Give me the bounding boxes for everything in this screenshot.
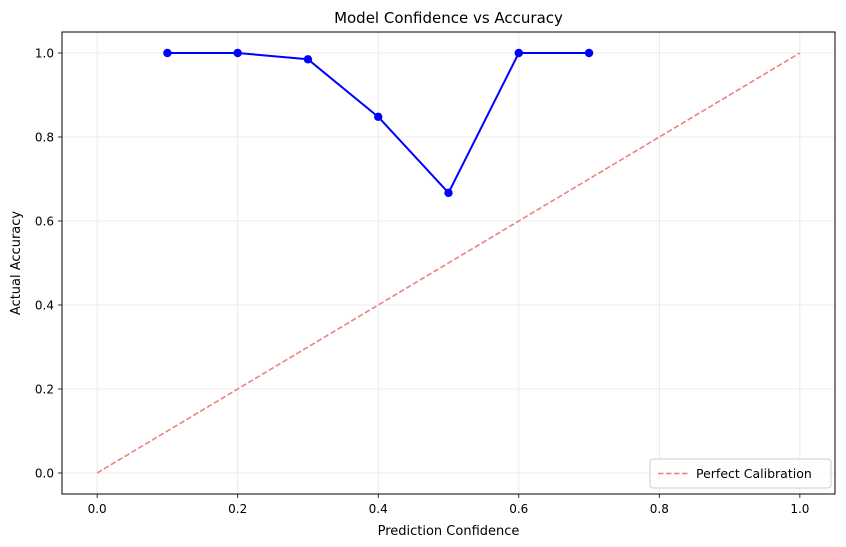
y-tick-label: 0.4 — [35, 299, 54, 313]
axis-ticks: 0.0 0.2 0.4 0.6 0.8 1.0 0.0 0.2 0.4 0.6 0.8 1.0 — [35, 47, 810, 517]
accuracy-point — [444, 188, 453, 198]
y-tick-label: 1.0 — [35, 47, 54, 61]
x-tick-label: 0.0 — [88, 502, 107, 516]
x-tick-label: 0.2 — [228, 502, 247, 516]
y-tick-label: 0.6 — [35, 215, 54, 229]
plot-series — [96, 48, 801, 474]
accuracy-point — [584, 48, 594, 58]
y-tick-label: 0.8 — [35, 131, 54, 145]
accuracy-point — [374, 112, 383, 122]
x-tick-label: 0.4 — [369, 502, 388, 516]
accuracy-point — [233, 48, 242, 58]
legend-box — [649, 458, 832, 489]
accuracy-point — [303, 55, 313, 64]
y-tick-label: 0.0 — [35, 467, 54, 481]
chart-title: Model Confidence vs Accuracy — [334, 9, 563, 27]
legend-label-perfect-calibration: Perfect Calibration — [696, 466, 812, 481]
y-tick-label: 0.2 — [35, 383, 54, 397]
plot-frame — [61, 31, 836, 495]
x-tick-label: 0.8 — [650, 502, 669, 516]
x-tick-label: 0.6 — [509, 502, 528, 516]
x-axis-title: Prediction Confidence — [378, 524, 520, 539]
y-axis-title: Actual Accuracy — [9, 211, 24, 316]
perfect-calibration-line — [96, 52, 801, 474]
x-tick-label: 1.0 — [790, 502, 809, 516]
accuracy-point — [514, 48, 523, 58]
accuracy-point — [163, 48, 172, 58]
legend: Perfect Calibration — [649, 458, 832, 489]
